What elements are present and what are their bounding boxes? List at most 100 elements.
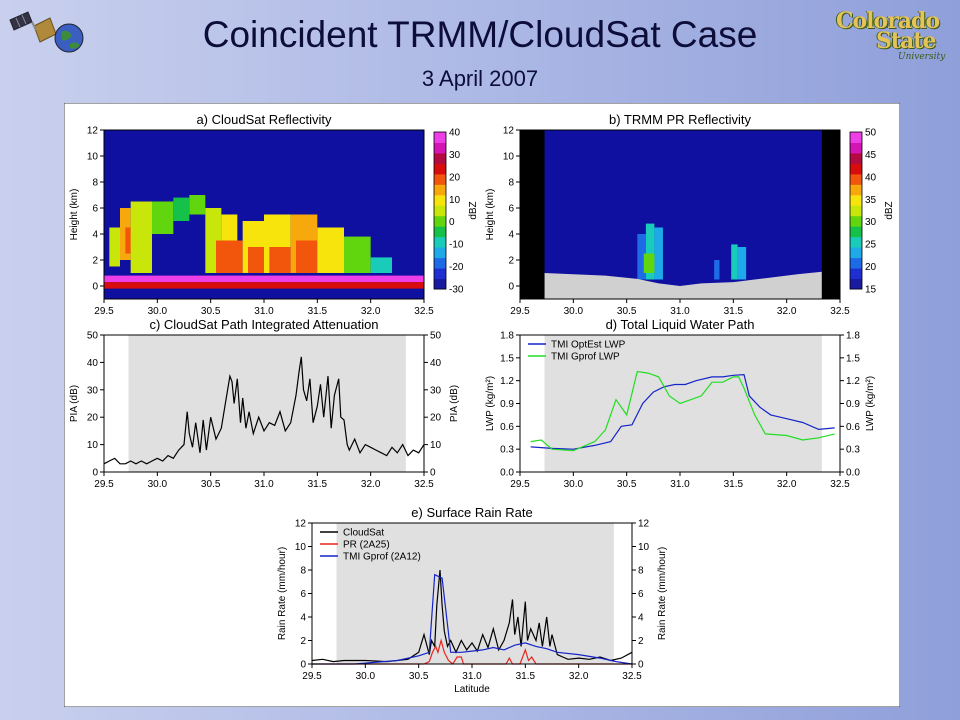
y-tick-label: 4 [300,613,306,624]
colorbar-tick-label: 40 [449,128,461,139]
colorbar-segment [850,152,862,164]
x-tick-label: 32.0 [361,306,381,317]
panel-e: 29.5 30.0 30.5 31.0 31.5 32.0 32.50 02 24 46 68 810… [277,505,668,695]
colorbar-segment [434,215,446,227]
colorbar-segment [850,268,862,280]
x-tick-label: 32.0 [569,671,589,682]
x-tick-label: 29.5 [302,671,322,682]
x-tick-label: 32.5 [830,479,850,490]
colorbar-segment [434,236,446,248]
colorbar-tick-label: -20 [449,262,464,273]
y-tick-label: 50 [87,331,99,342]
colorbar-frame [849,131,863,290]
series-line-tmi-gprof-2a12- [312,573,633,665]
y-tick-label-right: 1.2 [846,376,860,387]
swath-edge [520,130,545,299]
x-tick-label: 31.5 [308,479,328,490]
colorbar-segment [850,247,862,259]
reflectivity-cell [714,260,720,280]
panel-title-c: c) CloudSat Path Integrated Attenuation [149,317,378,332]
x-tick-label: 29.5 [510,479,530,490]
legend-entry: CloudSat [343,528,384,539]
colorbar-label: dBZ [468,201,479,219]
y-tick-label: 10 [295,542,307,553]
colorbar-tick-label: 40 [865,172,877,183]
x-tick-label: 30.5 [201,306,221,317]
y-tick-label: 0.3 [500,445,514,456]
x-tick-label: 29.5 [510,306,530,317]
x-tick-label: 32.5 [830,306,850,317]
slide-title: Coincident TRMM/CloudSat Case [202,14,758,55]
colorbar-segment [850,173,862,185]
x-tick-label: 32.0 [777,306,797,317]
y-tick-label-right: 8 [638,566,644,577]
colorbar-tick-label: 15 [865,285,877,296]
y-axis-label-right-d: LWP (kg/m²) [865,376,876,431]
colorbar-segment [434,132,446,143]
panel-title-e: e) Surface Rain Rate [411,505,532,520]
legend-entry: TMI OptEst LWP [551,340,626,351]
colorbar-segment [434,278,446,290]
globe-icon [54,23,84,53]
x-tick-label: 31.5 [516,671,536,682]
reflectivity-cell [104,275,424,283]
colorbar-tick-label: 20 [865,262,877,273]
reflectivity-cell [269,247,291,273]
shade-region-c [128,335,406,472]
y-tick-label-right: 0.6 [846,422,860,433]
reflectivity-cell [248,247,264,273]
x-tick-label: 32.5 [622,671,642,682]
reflectivity-cell [104,282,424,289]
y-tick-label: 1.2 [500,376,514,387]
colorbar-tick-label: 35 [865,195,877,206]
reflectivity-cell [654,227,663,280]
y-tick-label-right: 0.9 [846,399,860,410]
colorbar-tick-label: 25 [865,240,877,251]
y-tick-label: 10 [503,152,515,163]
y-axis-label-e: Rain Rate (mm/hour) [277,547,288,640]
y-tick-label: 1.5 [500,353,514,364]
colorbar-tick-label: 45 [865,150,877,161]
y-tick-label-right: 20 [430,413,442,424]
y-axis-label-d: LWP (kg/m²) [485,376,496,431]
panel-title-b: b) TRMM PR Reflectivity [609,112,752,127]
y-tick-label-right: 0 [430,468,436,479]
x-tick-label: 32.0 [361,479,381,490]
colorbar-segment [850,184,862,196]
colorbar-segment [850,142,862,154]
logo-word-2: State [876,28,936,54]
y-tick-label-right: 1.5 [846,353,860,364]
colorbar-segment [850,194,862,206]
y-tick-label: 2 [508,256,514,267]
y-tick-label: 8 [508,178,514,189]
reflectivity-cell [173,197,190,221]
series-line-tmi-optest-lwp [530,373,835,450]
reflectivity-cell [125,227,136,254]
y-tick-label-right: 10 [430,440,442,451]
y-tick-label: 0 [508,282,514,293]
colorbar-segment [850,215,862,227]
y-tick-label: 6 [300,589,306,600]
colorbar-segment [434,268,446,280]
x-tick-label: 31.5 [724,479,744,490]
y-tick-label: 12 [295,519,307,530]
colorbar-label: dBZ [884,201,895,219]
y-tick-label: 0.6 [500,422,514,433]
colorbar-segment [850,257,862,269]
legend-entry: TMI Gprof LWP [551,352,620,363]
x-axis-label-e: Latitude [454,684,490,695]
y-tick-label: 30 [87,385,99,396]
colorbar-segment [434,194,446,206]
reflectivity-cell [296,240,318,273]
series-line-cloudsat [311,569,633,663]
y-tick-label: 10 [87,152,99,163]
y-tick-label: 2 [300,636,306,647]
panel-title-d: d) Total Liquid Water Path [606,317,755,332]
x-tick-label: 30.0 [148,479,168,490]
colorbar-segment [434,205,446,217]
logo-word-3: University [898,52,946,62]
x-tick-label: 31.5 [724,306,744,317]
y-tick-label: 40 [87,358,99,369]
y-tick-label-right: 2 [638,636,644,647]
colorbar-tick-label: 20 [449,172,461,183]
